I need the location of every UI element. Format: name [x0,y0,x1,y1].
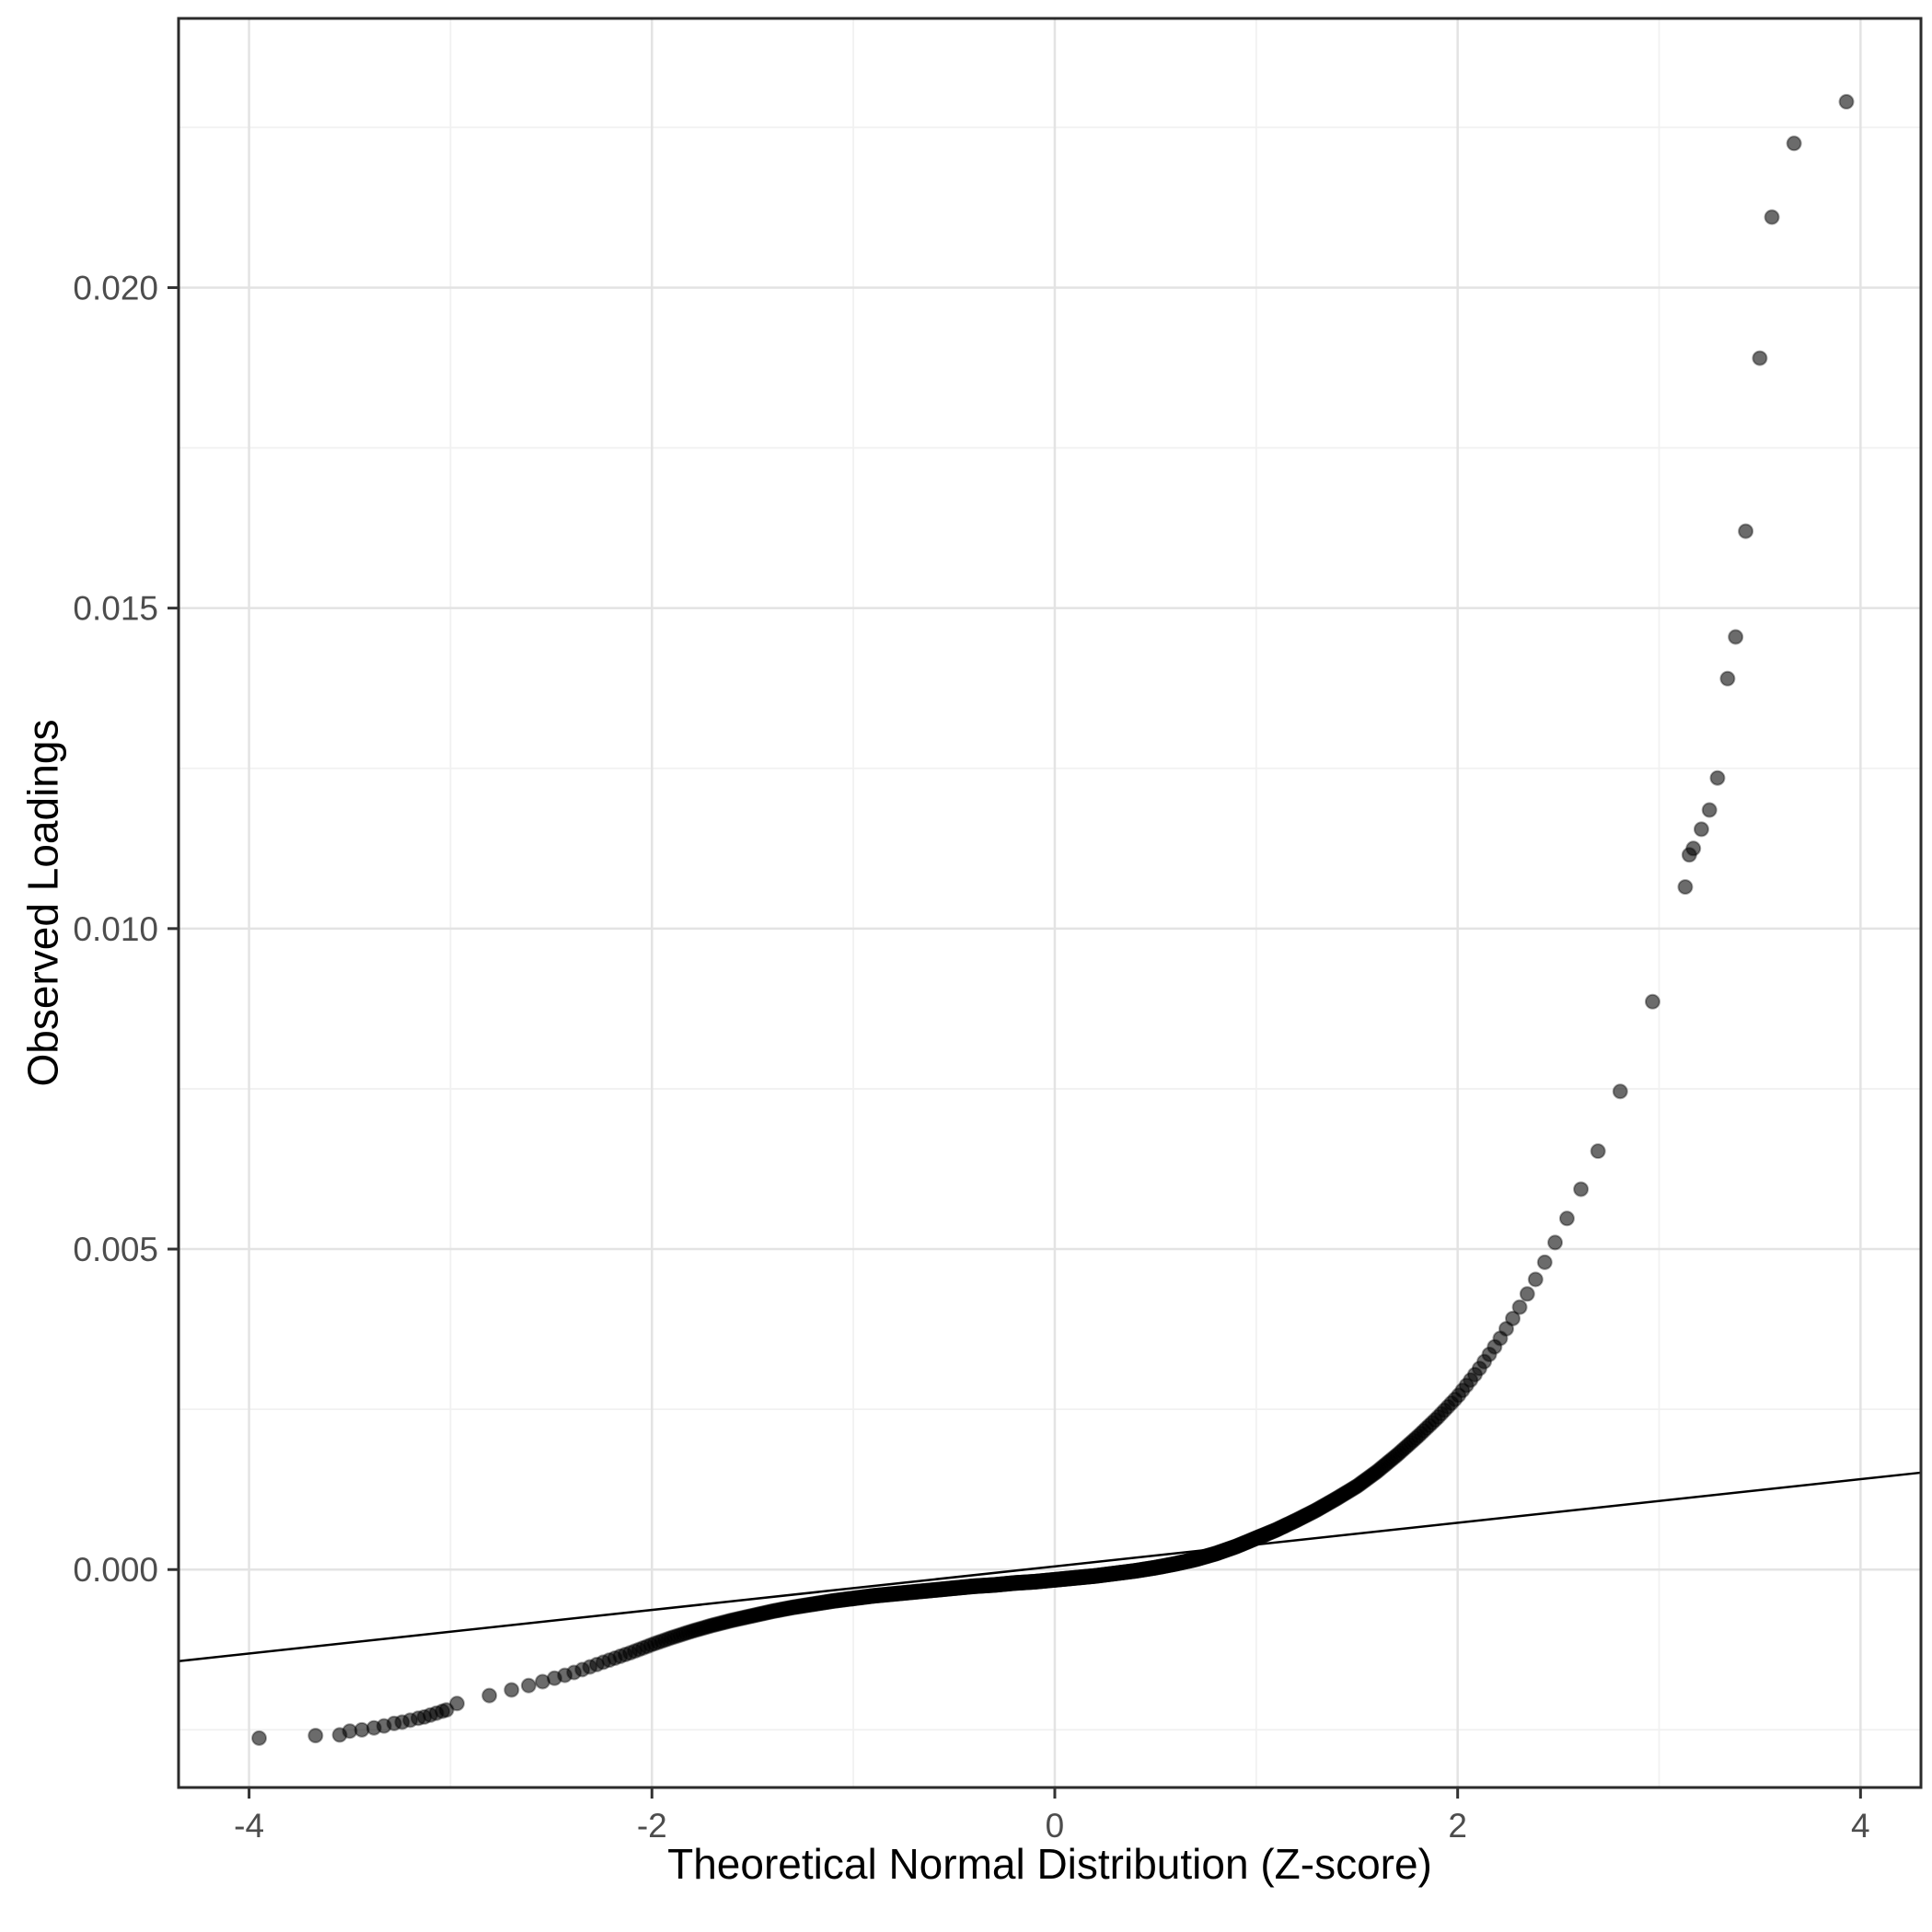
reference-line [178,1471,1922,1662]
grid-major [179,18,1921,1787]
x-tick-label: 4 [1851,1807,1870,1845]
y-tick-label: 0.020 [73,269,158,307]
x-tick-label: -2 [637,1807,667,1845]
points-layer [251,94,1855,1746]
y-tick-label: 0.000 [73,1551,158,1589]
x-axis-title: Theoretical Normal Distribution (Z-score… [667,1840,1432,1888]
x-tick-label: 2 [1448,1807,1467,1845]
axes: -4 -2 0 2 4 0.000 0.005 0.010 0.015 0.020 [73,17,1923,1845]
panel-background [179,18,1921,1787]
panel-border [177,17,1923,1789]
y-tick-label: 0.005 [73,1231,158,1268]
y-tick-label: 0.015 [73,590,158,628]
x-tick-label: -4 [234,1807,264,1845]
y-axis-title: Observed Loadings [18,719,67,1087]
grid-minor [179,18,1921,1787]
x-tick-label: 0 [1046,1807,1065,1845]
y-tick-label: 0.010 [73,910,158,948]
reference-line-layer [178,1471,1922,1662]
